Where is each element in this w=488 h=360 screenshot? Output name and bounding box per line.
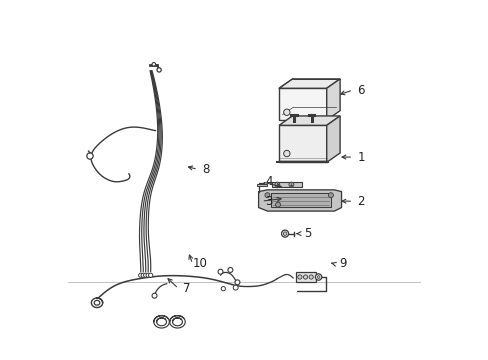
Circle shape bbox=[152, 293, 157, 298]
Polygon shape bbox=[258, 190, 341, 211]
Text: 9: 9 bbox=[338, 257, 346, 270]
Circle shape bbox=[315, 274, 321, 280]
Text: 1: 1 bbox=[356, 150, 364, 163]
Circle shape bbox=[264, 193, 269, 198]
Circle shape bbox=[288, 182, 293, 187]
Circle shape bbox=[235, 280, 240, 285]
Circle shape bbox=[281, 230, 288, 237]
Text: 2: 2 bbox=[356, 195, 364, 208]
Text: 10: 10 bbox=[193, 257, 207, 270]
Bar bbox=[279, 88, 326, 120]
Circle shape bbox=[152, 63, 155, 66]
Circle shape bbox=[218, 269, 223, 274]
Bar bbox=[256, 184, 267, 186]
Circle shape bbox=[328, 193, 333, 198]
Circle shape bbox=[141, 273, 145, 277]
Polygon shape bbox=[270, 193, 330, 207]
Text: 8: 8 bbox=[202, 163, 209, 176]
Circle shape bbox=[275, 202, 280, 207]
Circle shape bbox=[233, 285, 238, 290]
Text: 6: 6 bbox=[356, 84, 364, 96]
Text: 5: 5 bbox=[304, 227, 311, 240]
Polygon shape bbox=[326, 79, 340, 120]
Circle shape bbox=[148, 273, 152, 277]
Circle shape bbox=[274, 182, 279, 187]
Circle shape bbox=[139, 273, 142, 277]
Circle shape bbox=[297, 275, 302, 279]
Circle shape bbox=[283, 150, 289, 157]
Bar bbox=[271, 182, 302, 187]
Circle shape bbox=[303, 275, 307, 279]
Circle shape bbox=[157, 68, 161, 72]
Text: 4: 4 bbox=[265, 175, 272, 188]
Polygon shape bbox=[279, 116, 340, 125]
Circle shape bbox=[227, 267, 232, 273]
Text: 3: 3 bbox=[265, 195, 272, 208]
Polygon shape bbox=[326, 116, 340, 162]
Circle shape bbox=[283, 109, 289, 116]
Circle shape bbox=[221, 287, 225, 291]
Bar bbox=[295, 272, 315, 282]
Polygon shape bbox=[279, 79, 340, 88]
Circle shape bbox=[87, 153, 93, 159]
Text: 7: 7 bbox=[182, 282, 190, 295]
Bar bbox=[279, 125, 326, 162]
Circle shape bbox=[143, 273, 147, 277]
Circle shape bbox=[283, 232, 286, 235]
Circle shape bbox=[146, 273, 150, 277]
Circle shape bbox=[317, 276, 319, 278]
Circle shape bbox=[308, 275, 313, 279]
